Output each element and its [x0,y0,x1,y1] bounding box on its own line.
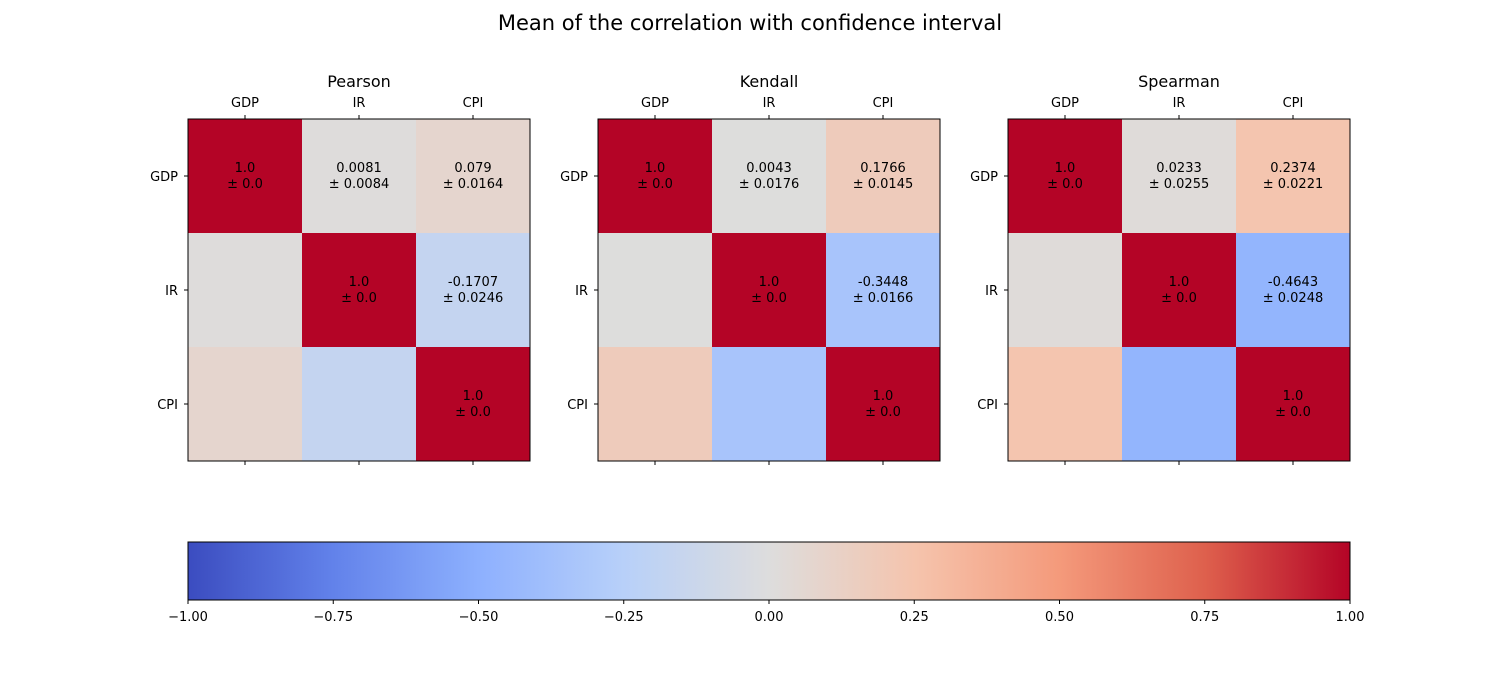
colorbar-tick-label: 0.50 [1045,610,1074,625]
figure-title: Mean of the correlation with confidence … [498,11,1002,35]
cell-label: 0.0081 ± 0.0084 [329,161,390,192]
heatmap-cell [1008,119,1122,233]
cell-label: -0.4643 ± 0.0248 [1263,275,1324,306]
panel-title: Kendall [740,72,799,91]
cell-label: 1.0 ± 0.0 [1047,161,1083,192]
colorbar-tick-label: −0.50 [459,610,499,625]
heatmap-cell [598,233,712,347]
x-tick-label: IR [353,96,366,111]
heatmap-cell [416,119,530,233]
cell-label: 1.0 ± 0.0 [1275,389,1311,420]
y-tick-label: GDP [560,170,588,185]
heatmap-cell [302,233,416,347]
heatmap-kendall: Kendall 1.0 ± 0.0 0.0043 ± 0.0176 0.1766 ± 0.0… [560,72,941,465]
cell-label: 1.0 ± 0.0 [637,161,673,192]
colorbar-tick-label: 0.00 [755,610,784,625]
heatmap-cell [1236,119,1350,233]
y-tick-label: CPI [977,398,998,413]
x-tick-label: CPI [463,96,484,111]
y-tick-label: GDP [970,170,998,185]
heatmap-pearson: Pearson 1.0 ± 0.0 0.0081 ± 0.0084 0.079 ± 0.01… [150,72,531,465]
y-tick-label: GDP [150,170,178,185]
cell-label: 1.0 ± 0.0 [227,161,263,192]
y-tick-label: CPI [567,398,588,413]
heatmap-cell [1236,347,1350,461]
y-tick-label: IR [575,284,588,299]
heatmap-cell [598,347,712,461]
colorbar: −1.00 −0.75 −0.50 −0.25 0.00 0.25 0.50 0.75 1.00 [168,541,1365,625]
heatmap-cell [1008,347,1122,461]
heatmap-cell [302,347,416,461]
cell-label: 1.0 ± 0.0 [751,275,787,306]
heatmap-cell [416,233,530,347]
heatmap-cell [302,119,416,233]
panel-title: Spearman [1138,72,1220,91]
x-tick-label: CPI [1283,96,1304,111]
heatmap-cell [188,119,302,233]
cell-label: 1.0 ± 0.0 [865,389,901,420]
heatmap-cell [1236,233,1350,347]
colorbar-tick-label: 0.25 [900,610,929,625]
colorbar-tick-label: −1.00 [168,610,208,625]
heatmap-cell [826,233,940,347]
cell-label: 0.1766 ± 0.0145 [853,161,914,192]
heatmap-cell [1122,347,1236,461]
colorbar-tick-label: 1.00 [1336,610,1365,625]
cell-label: 0.2374 ± 0.0221 [1263,161,1324,192]
y-tick-label: CPI [157,398,178,413]
cell-label: 0.0233 ± 0.0255 [1149,161,1210,192]
heatmap-cell [188,347,302,461]
heatmap-cell [712,119,826,233]
x-tick-label: CPI [873,96,894,111]
y-tick-label: IR [985,284,998,299]
heatmap-cell [1008,233,1122,347]
heatmap-cell [826,119,940,233]
x-tick-label: IR [1173,96,1186,111]
x-tick-label: IR [763,96,776,111]
heatmap-spearman: Spearman 1.0 ± 0.0 0.0233 ± 0.0255 0.2374 ± 0.… [970,72,1351,465]
heatmap-panels: Pearson 1.0 ± 0.0 0.0081 ± 0.0084 0.079 ± 0.01… [150,72,1351,465]
cell-label: 1.0 ± 0.0 [455,389,491,420]
x-tick-label: GDP [1051,96,1079,111]
y-tick-label: IR [165,284,178,299]
heatmap-cell [1122,233,1236,347]
heatmap-cell [188,233,302,347]
colorbar-tick-label: 0.75 [1190,610,1219,625]
colorbar-tick-label: −0.25 [604,610,644,625]
heatmap-cell [1122,119,1236,233]
heatmap-cell [712,347,826,461]
cell-label: 1.0 ± 0.0 [1161,275,1197,306]
cell-label: 0.0043 ± 0.0176 [739,161,800,192]
heatmap-cell [712,233,826,347]
cell-label: 0.079 ± 0.0164 [443,161,504,192]
colorbar-tick-label: −0.75 [313,610,353,625]
x-tick-label: GDP [641,96,669,111]
heatmap-cell [826,347,940,461]
heatmap-cell [598,119,712,233]
cell-label: 1.0 ± 0.0 [341,275,377,306]
cell-label: -0.1707 ± 0.0246 [443,275,504,306]
cell-label: -0.3448 ± 0.0166 [853,275,914,306]
colorbar-gradient [187,541,1351,601]
panel-title: Pearson [327,72,391,91]
x-tick-label: GDP [231,96,259,111]
heatmap-cell [416,347,530,461]
